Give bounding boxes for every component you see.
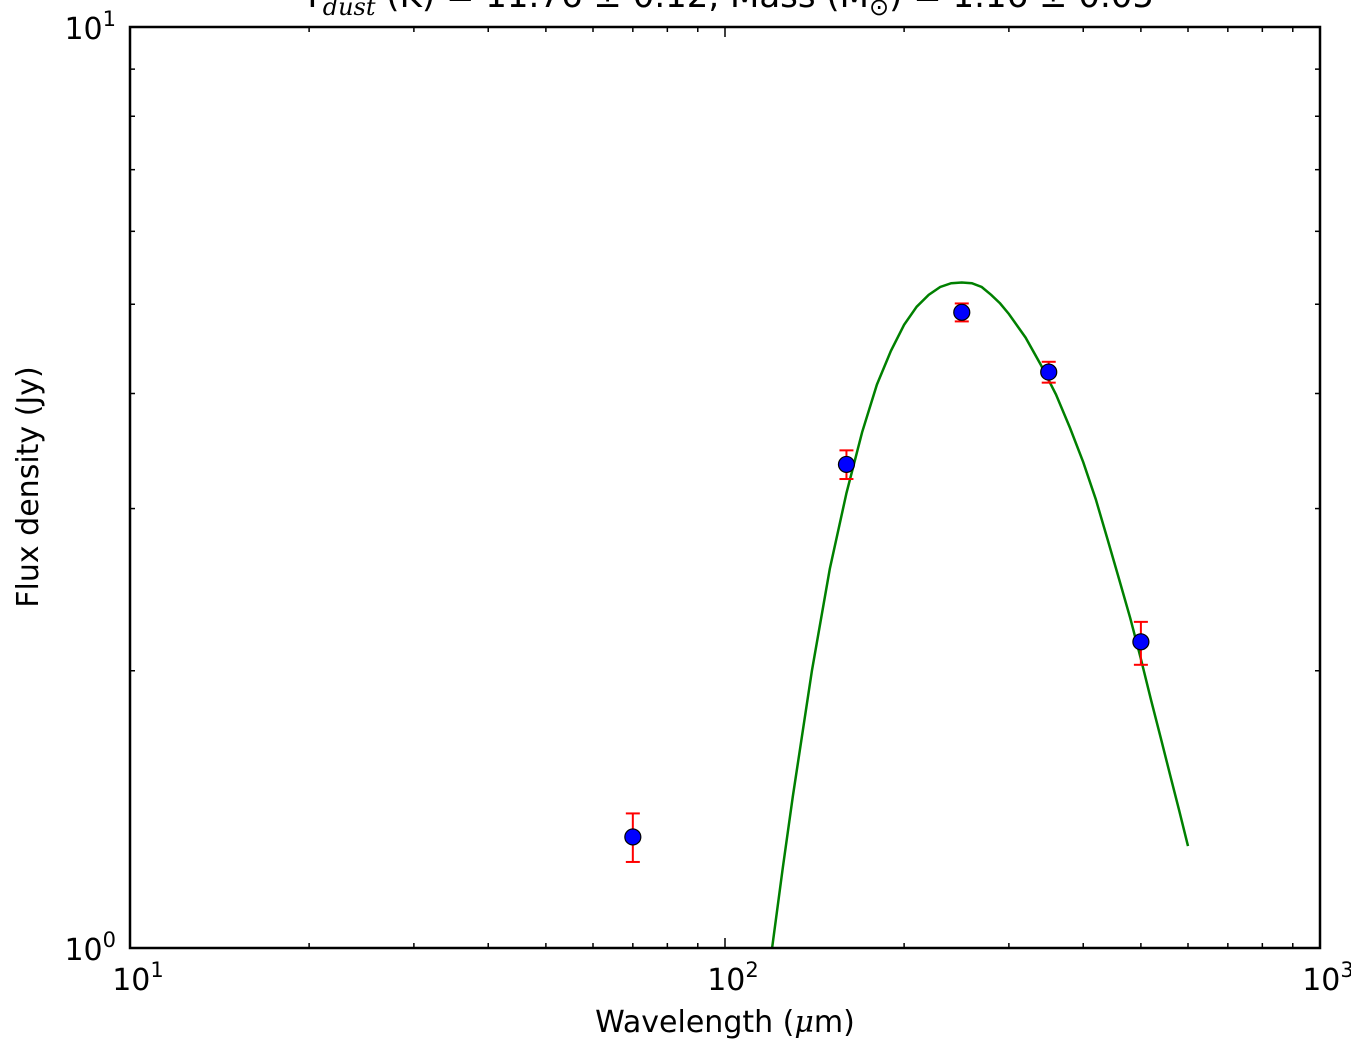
plot-frame <box>128 25 1322 950</box>
data-point-group <box>1132 620 1150 666</box>
y-tick-label: 101 <box>64 7 116 47</box>
x-axis-label: Wavelength (μm) <box>595 1005 855 1039</box>
model-curve-layer <box>770 281 1190 949</box>
major-ticks <box>129 26 1321 949</box>
data-point <box>837 455 856 474</box>
chart-title: Tdust (K) = 11.76 ± 0.12, Mass (M⊙) = 1.… <box>301 0 1154 21</box>
x-tick-label: 101 <box>112 958 164 998</box>
model-curve <box>770 281 1190 949</box>
y-axis-label: Flux density (Jy) <box>11 366 46 607</box>
data-point-group <box>624 812 642 863</box>
data-point-group <box>953 302 971 323</box>
data-point <box>624 828 642 846</box>
data-points-layer <box>624 302 1150 863</box>
x-tick-label: 102 <box>707 958 759 998</box>
x-tick-labels: 101 102 103 <box>112 958 1351 998</box>
y-tick-labels: 100 101 <box>64 7 116 968</box>
x-tick-label: 103 <box>1302 958 1351 998</box>
y-tick-label: 100 <box>64 928 116 968</box>
data-point <box>1132 633 1150 651</box>
data-point <box>953 303 971 321</box>
data-point-group <box>837 449 856 481</box>
data-point-group <box>1040 360 1058 384</box>
data-point <box>1040 363 1058 381</box>
minor-ticks <box>130 27 1320 948</box>
